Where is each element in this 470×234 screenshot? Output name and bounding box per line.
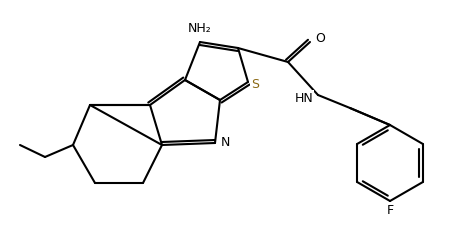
Text: N: N (221, 136, 230, 150)
Text: NH₂: NH₂ (188, 22, 212, 34)
Text: O: O (315, 33, 325, 45)
Text: F: F (386, 205, 393, 217)
Text: HN: HN (294, 91, 313, 105)
Text: S: S (251, 77, 259, 91)
